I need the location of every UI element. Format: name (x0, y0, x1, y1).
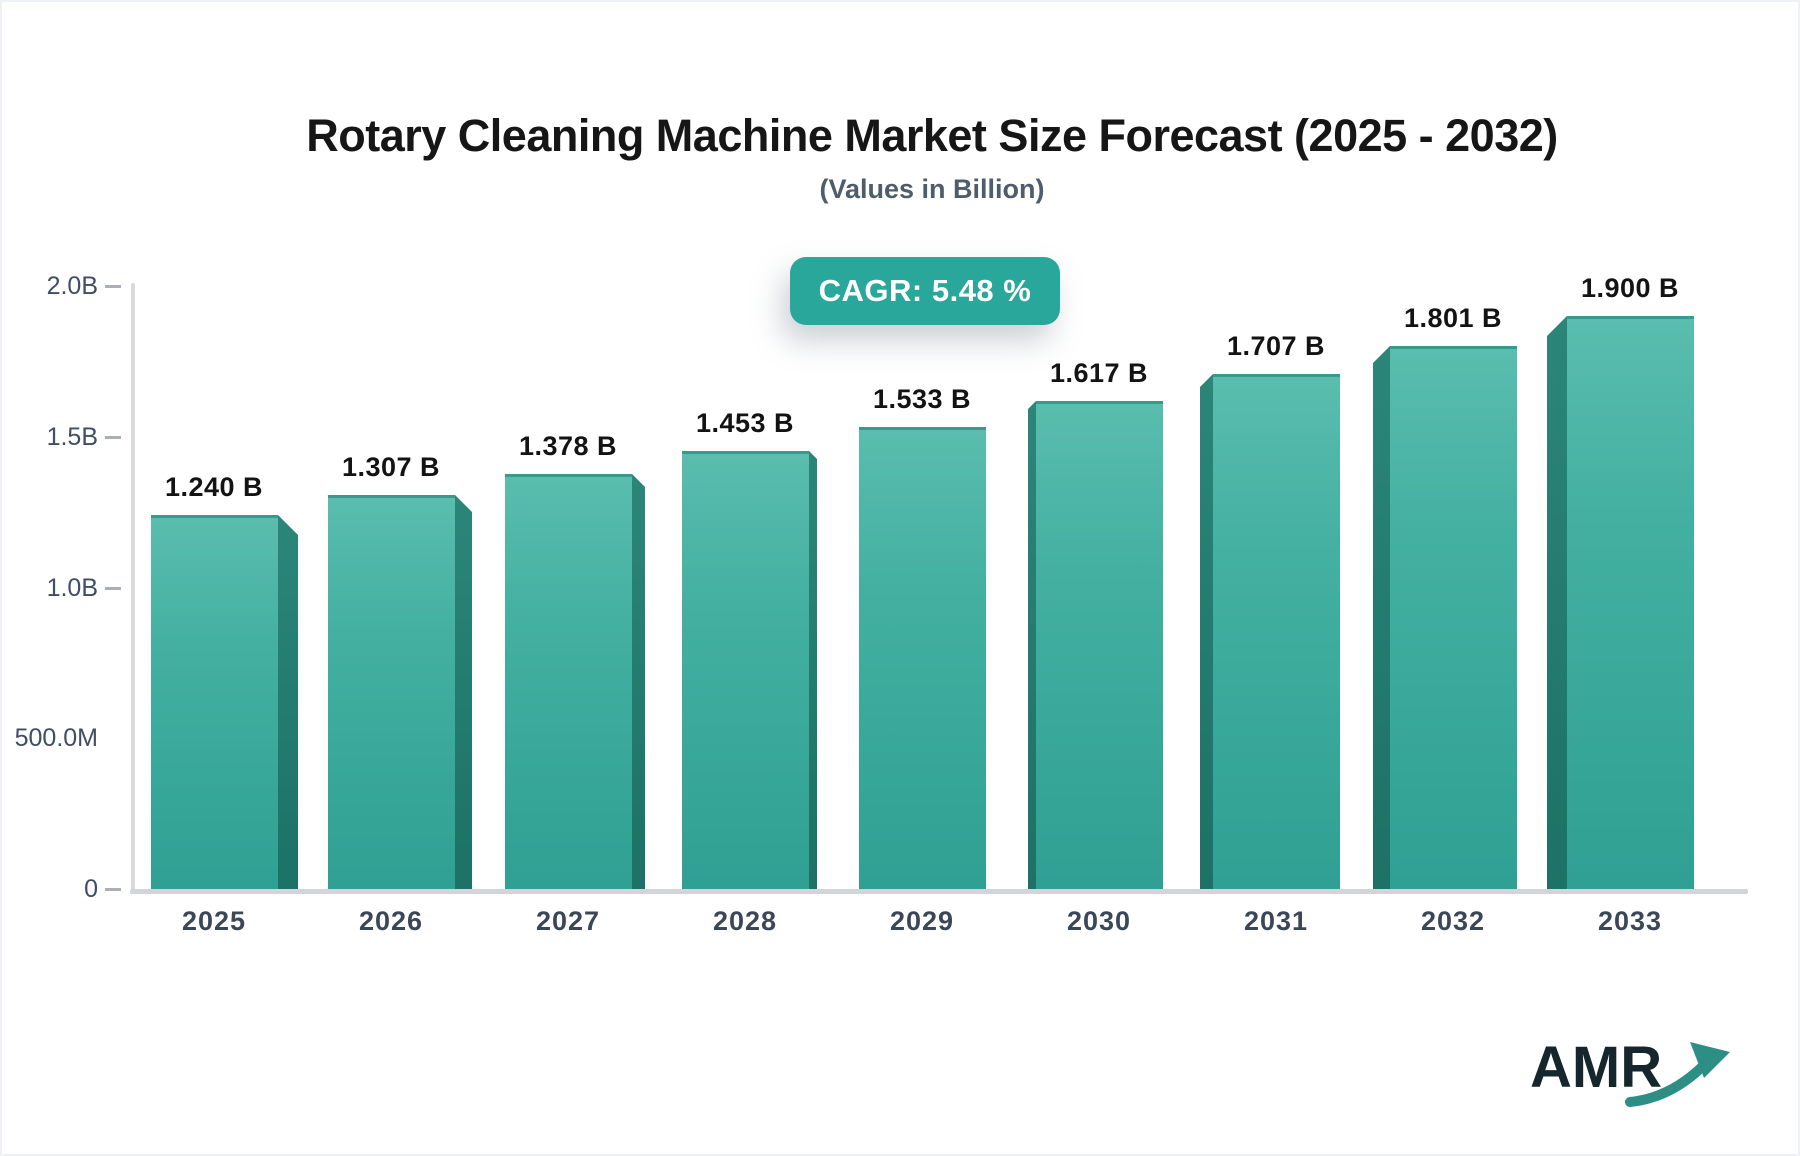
x-tick-label-2030: 2030 (1066, 906, 1132, 936)
bar-side-face-2027 (632, 474, 645, 889)
bar-side-face-2025 (278, 515, 298, 889)
y-tick-mark (105, 888, 121, 891)
bar-side-face-2026 (455, 495, 472, 889)
trend-up-arrow-icon (1625, 1042, 1730, 1107)
x-tick-label-2032: 2032 (1420, 906, 1486, 936)
bar-value-label: 1.900 B (1580, 273, 1680, 303)
bar-2031[interactable] (1213, 374, 1340, 889)
x-tick-label-2026: 2026 (358, 906, 424, 936)
bar-2032[interactable] (1390, 346, 1517, 889)
bar-side-face-2030 (1028, 401, 1036, 889)
bar-value-label: 1.240 B (164, 472, 264, 502)
y-tick-mark (105, 586, 121, 590)
y-tick-mark (105, 285, 121, 288)
x-tick-label-2028: 2028 (712, 906, 778, 936)
y-tick-label: 0 (84, 875, 98, 903)
x-axis-baseline (130, 889, 1748, 894)
bar-side-face-2033 (1547, 316, 1567, 889)
bar-value-label: 1.617 B (1049, 358, 1149, 388)
x-tick-label-2031: 2031 (1243, 906, 1309, 936)
y-tick-label: 2.0B (46, 272, 98, 300)
bar-2025[interactable] (151, 515, 278, 889)
bar-2026[interactable] (328, 495, 455, 889)
x-tick-label-2025: 2025 (181, 906, 247, 936)
bar-value-label: 1.801 B (1403, 303, 1503, 333)
y-axis-line (131, 283, 135, 891)
bar-2030[interactable] (1036, 401, 1163, 889)
x-tick-label-2027: 2027 (535, 906, 601, 936)
y-tick-mark (105, 435, 121, 439)
bar-value-label: 1.378 B (518, 431, 618, 461)
bar-value-label: 1.307 B (341, 452, 441, 482)
bar-2033[interactable] (1567, 316, 1694, 889)
y-tick-label: 1.0B (46, 573, 98, 602)
bar-2029[interactable] (859, 427, 986, 889)
y-tick-label: 500.0M (14, 724, 98, 753)
cagr-badge: CAGR: 5.48 % (790, 257, 1060, 325)
y-tick-label: 1.5B (46, 422, 98, 451)
x-tick-label-2029: 2029 (889, 906, 955, 936)
bar-value-label: 1.533 B (872, 384, 972, 414)
bar-side-face-2031 (1200, 374, 1213, 889)
bar-value-label: 1.707 B (1226, 331, 1326, 361)
bar-side-face-2028 (809, 451, 817, 889)
bar-side-face-2032 (1373, 346, 1390, 889)
bar-2027[interactable] (505, 474, 632, 889)
chart-title: Rotary Cleaning Machine Market Size Fore… (306, 110, 1558, 161)
bar-2028[interactable] (682, 451, 809, 889)
bar-value-label: 1.453 B (695, 408, 795, 438)
chart-subtitle: (Values in Billion) (819, 174, 1045, 204)
x-tick-label-2033: 2033 (1597, 906, 1663, 936)
amr-logo-text: AMR (1530, 1035, 1663, 1100)
amr-logo: AMR (1530, 1032, 1730, 1122)
